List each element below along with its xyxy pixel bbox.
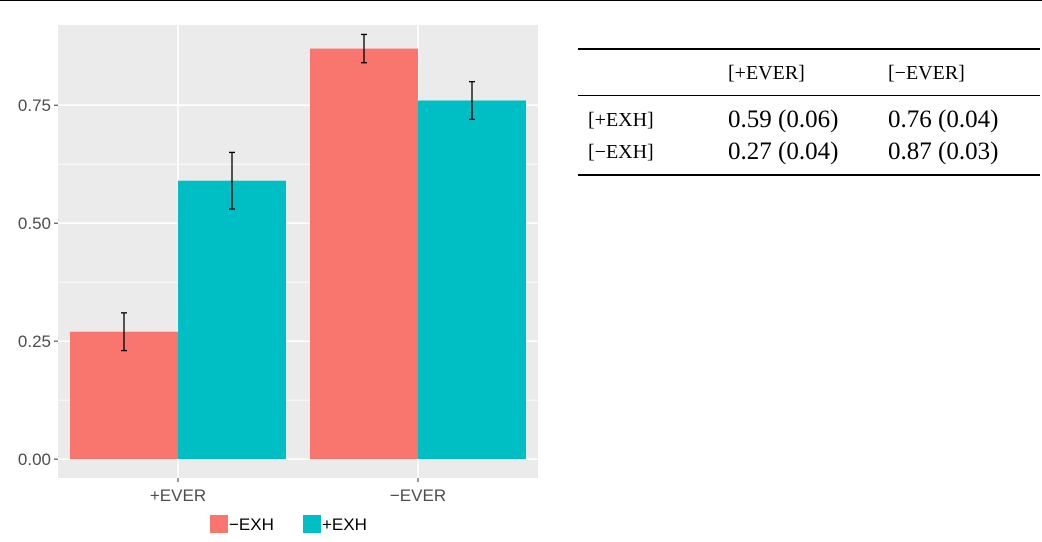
legend-swatch xyxy=(303,515,321,533)
bar-chart: 0.00 0.25 0.50 0.75 +EVER −EVER −EXH +EXH xyxy=(18,25,538,534)
y-tick-label: 0.00 xyxy=(18,450,51,469)
bar xyxy=(310,48,418,460)
y-tick-label: 0.25 xyxy=(18,332,51,351)
table-row-label: [−EXH] xyxy=(588,140,654,163)
bar xyxy=(178,180,286,460)
results-table: [+EVER] [−EVER] [+EXH] 0.59 (0.06) 0.76 … xyxy=(578,48,1040,176)
y-tick-label: 0.50 xyxy=(18,214,51,233)
table-cell: 0.76 (0.04) xyxy=(888,106,999,133)
legend-label: +EXH xyxy=(322,515,367,534)
table-row: [+EXH] 0.59 (0.06) 0.76 (0.04) xyxy=(578,96,1040,137)
bar xyxy=(70,331,178,460)
legend-swatch xyxy=(210,515,228,533)
table-row-label: [+EXH] xyxy=(588,108,654,131)
y-tick-label: 0.75 xyxy=(18,96,51,115)
table-header-minus-ever: [−EVER] xyxy=(888,62,965,84)
table-cell: 0.87 (0.03) xyxy=(888,138,999,165)
table-header-plus-ever: [+EVER] xyxy=(728,62,805,84)
x-tick-label: −EVER xyxy=(390,486,446,505)
table-header-corner xyxy=(578,49,728,96)
bar xyxy=(418,100,526,460)
table-cell: 0.27 (0.04) xyxy=(728,138,839,165)
legend-label: −EXH xyxy=(229,515,274,534)
top-rule xyxy=(0,0,1042,1)
table-cell: 0.59 (0.06) xyxy=(728,106,839,133)
table-row: [−EXH] 0.27 (0.04) 0.87 (0.03) xyxy=(578,136,1040,175)
table-header-row: [+EVER] [−EVER] xyxy=(578,49,1040,96)
x-tick-label: +EVER xyxy=(150,486,206,505)
